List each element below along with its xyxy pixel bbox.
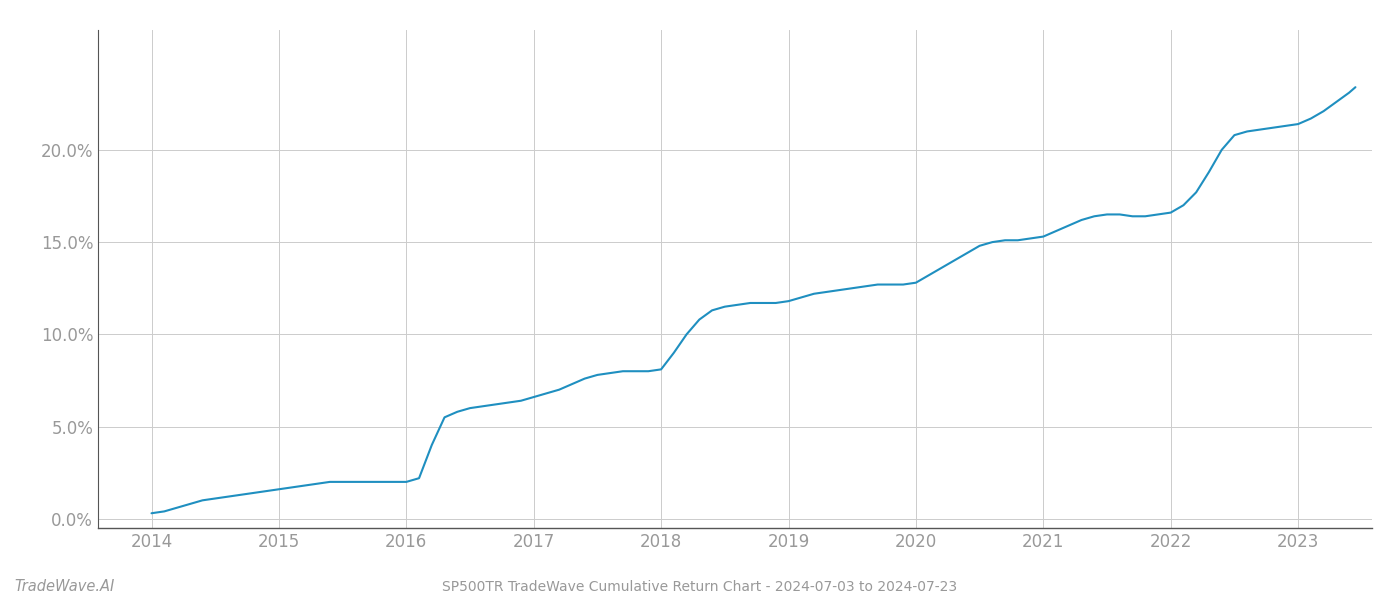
Text: TradeWave.AI: TradeWave.AI	[14, 579, 115, 594]
Text: SP500TR TradeWave Cumulative Return Chart - 2024-07-03 to 2024-07-23: SP500TR TradeWave Cumulative Return Char…	[442, 580, 958, 594]
